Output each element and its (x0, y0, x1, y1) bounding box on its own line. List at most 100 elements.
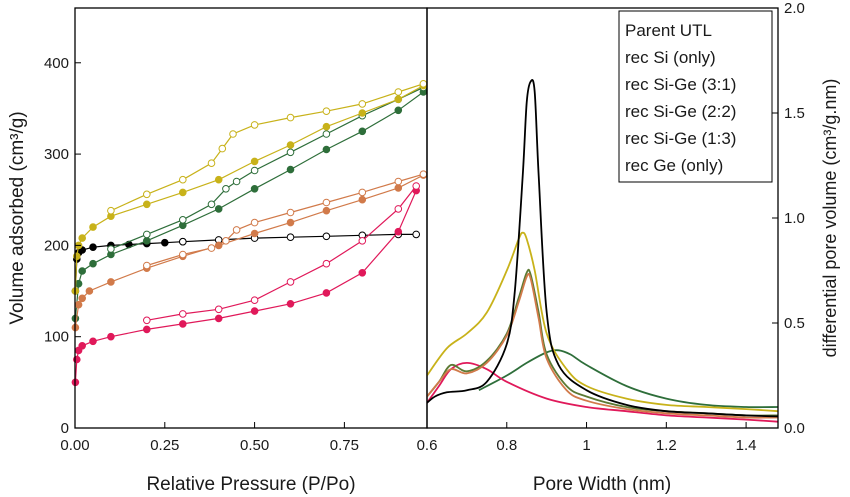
right-plot-area (426, 79, 779, 423)
desorption-point-0-4 (322, 232, 331, 241)
adsorption-point-0-4 (89, 243, 97, 251)
desorption-point-1-10 (143, 230, 151, 239)
adsorption-point-3-10 (322, 206, 331, 215)
desorption-point-4-5 (250, 296, 259, 305)
desorption-point-3-4 (286, 208, 295, 217)
desorption-point-0-7 (412, 230, 421, 239)
adsorption-point-2-9 (250, 157, 259, 166)
adsorption-point-4-6 (143, 325, 151, 334)
adsorption-point-1-12 (394, 106, 403, 115)
desorption-point-1-11 (107, 245, 115, 253)
adsorption-point-4-7 (179, 320, 187, 328)
adsorption-point-2-4 (89, 223, 97, 231)
adsorption-point-2-6 (143, 200, 151, 209)
desorption-point-1-4 (286, 148, 295, 157)
isotherm-series-1 (71, 83, 428, 323)
right-y-tick-label-2: 1.0 (784, 210, 805, 227)
right-x-tick-label-2: 1 (582, 437, 590, 454)
desorption-point-2-7 (218, 144, 227, 153)
legend-entry-rec-si: rec Si (only) (625, 48, 716, 67)
adsorption-point-3-9 (286, 218, 295, 227)
desorption-point-3-0 (419, 170, 428, 178)
right-x-tick-label-3: 1.2 (656, 437, 677, 454)
desorption-point-2-6 (229, 130, 237, 138)
adsorption-point-1-8 (250, 185, 259, 193)
desorption-point-2-1 (394, 88, 403, 96)
desorption-point-3-2 (358, 188, 367, 197)
left-y-tick-label-2: 200 (44, 237, 69, 254)
right-y-axis-label: differential pore volume (cm³/g.nm) (820, 79, 840, 358)
desorption-point-1-8 (207, 200, 216, 209)
left-y-tick-label-1: 100 (44, 329, 69, 346)
desorption-point-4-7 (179, 310, 187, 318)
adsorption-point-1-5 (143, 237, 151, 245)
right-x-tick-label-4: 1.4 (736, 437, 757, 454)
desorption-point-1-6 (232, 177, 241, 186)
desorption-point-4-2 (358, 237, 367, 245)
adsorption-point-1-2 (78, 267, 86, 275)
desorption-point-2-10 (143, 190, 151, 199)
left-y-tick-label-4: 400 (44, 55, 69, 72)
left-plot-area (71, 80, 428, 387)
legend: Parent UTL rec Si (only) rec Si-Ge (3:1)… (618, 10, 773, 183)
adsorption-point-3-7 (214, 241, 223, 250)
adsorption-point-3-11 (358, 195, 367, 204)
adsorption-point-4-4 (89, 337, 97, 346)
right-panel: 0.6 0.8 1 1.2 1.4 0.0 0.5 1.0 1.5 2.0 Pore Width… (417, 0, 840, 495)
adsorption-point-3-2 (78, 294, 86, 303)
right-x-tick-label-1: 0.8 (496, 437, 517, 454)
adsorption-point-3-4 (107, 278, 115, 286)
adsorption-point-1-10 (322, 145, 331, 154)
legend-entry-rec-si-ge-1-3: rec Si-Ge (1:3) (625, 129, 736, 148)
desorption-point-1-5 (250, 166, 259, 175)
desorption-point-2-11 (107, 206, 115, 215)
legend-entry-parent-utl: Parent UTL (625, 21, 712, 40)
left-x-tick-label-1: 0.25 (150, 437, 179, 454)
desorption-point-3-3 (322, 198, 331, 207)
isotherm-desorption-line-1 (110, 86, 424, 250)
isotherm-series-2 (71, 80, 428, 295)
desorption-point-3-9 (179, 250, 187, 259)
adsorption-point-4-13 (394, 227, 403, 236)
adsorption-point-4-10 (286, 300, 295, 308)
adsorption-point-2-10 (286, 141, 295, 149)
isotherm-series-3 (71, 170, 428, 332)
legend-box (618, 10, 773, 183)
desorption-point-1-3 (322, 130, 331, 138)
desorption-point-4-3 (322, 259, 331, 268)
left-y-axis-label: Volume adsorbed (cm³/g) (7, 111, 28, 324)
adsorption-point-4-9 (250, 307, 259, 315)
adsorption-point-3-8 (250, 229, 259, 238)
adsorption-point-2-7 (179, 188, 187, 197)
adsorption-point-4-5 (107, 332, 115, 341)
right-x-tick-label-0: 0.6 (417, 437, 438, 454)
desorption-point-4-0 (412, 182, 421, 190)
desorption-point-4-8 (143, 316, 151, 325)
adsorption-point-1-3 (89, 259, 97, 268)
desorption-point-0-3 (286, 233, 295, 241)
left-panel: 0.00 0.25 0.50 0.75 0 100 200 300 400 Relative … (7, 7, 428, 495)
adsorption-point-0-8 (161, 238, 169, 247)
adsorption-point-3-12 (394, 184, 403, 192)
desorption-point-1-7 (222, 185, 230, 193)
left-y-ticks: 0 100 200 300 400 (44, 55, 81, 437)
desorption-point-2-4 (286, 113, 295, 122)
legend-entry-rec-si-ge-2-2: rec Si-Ge (2:2) (625, 102, 736, 121)
desorption-point-4-6 (214, 305, 223, 314)
adsorption-point-2-3 (78, 234, 86, 242)
psd-line-4 (426, 272, 779, 419)
adsorption-point-1-7 (214, 205, 223, 213)
desorption-point-3-6 (232, 226, 241, 234)
adsorption-point-2-8 (214, 175, 223, 184)
desorption-point-4-4 (286, 278, 295, 286)
right-y-tick-label-4: 2.0 (784, 0, 805, 17)
right-x-ticks: 0.6 0.8 1 1.2 1.4 (417, 422, 757, 454)
desorption-point-2-9 (179, 175, 187, 184)
isotherm-desorption-line-2 (110, 83, 424, 212)
psd-line-3 (426, 231, 779, 413)
desorption-point-2-3 (322, 107, 331, 115)
desorption-point-2-5 (250, 121, 259, 129)
psd-line-1 (478, 349, 779, 409)
desorption-point-1-9 (179, 216, 187, 224)
